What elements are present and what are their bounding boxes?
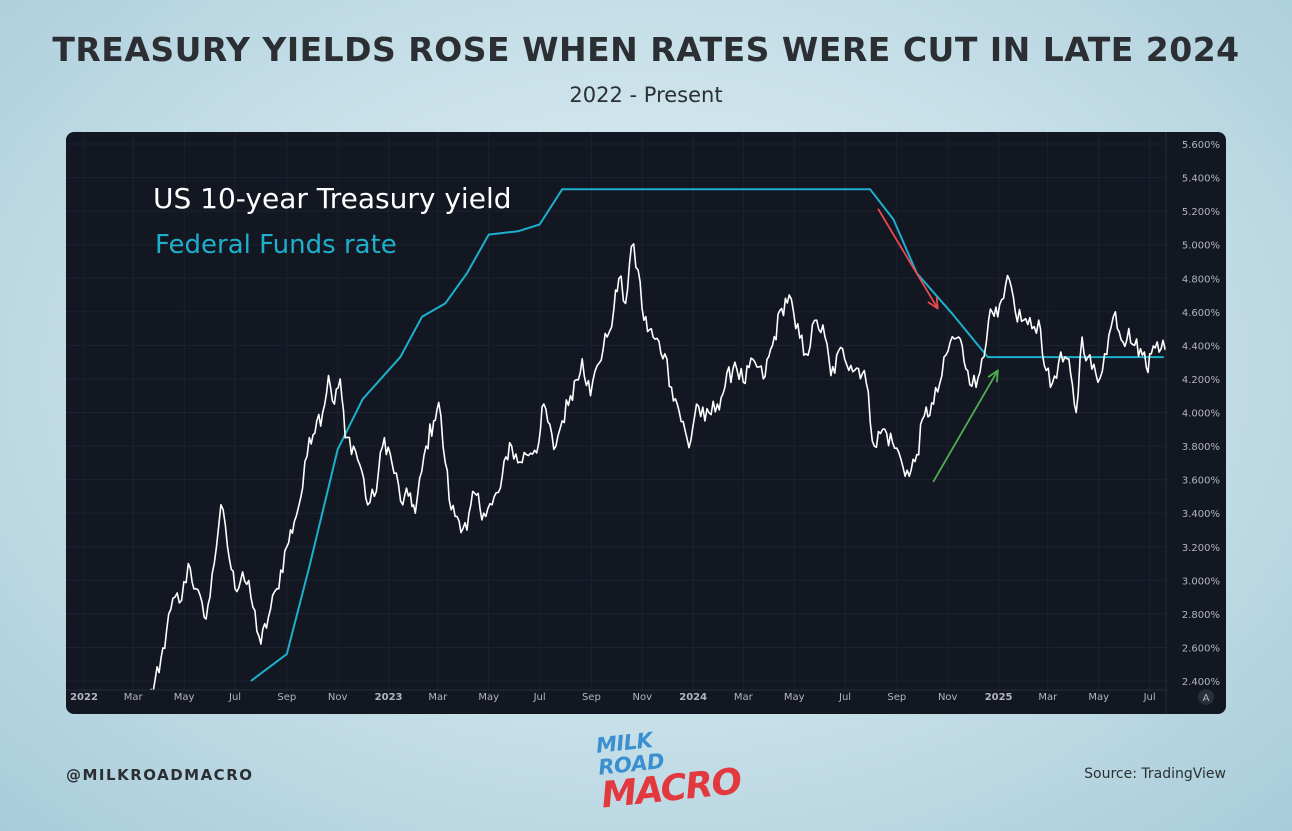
y-tick-label: 5.600% bbox=[1182, 140, 1220, 151]
series-line-10y-yield bbox=[150, 243, 1166, 690]
y-tick-label: 3.200% bbox=[1182, 543, 1220, 554]
y-tick-label: 4.600% bbox=[1182, 308, 1220, 319]
x-tick-label: 2023 bbox=[375, 692, 403, 703]
up-arrow-head bbox=[987, 369, 999, 383]
chart-subtitle: 2022 - Present bbox=[569, 83, 723, 107]
x-tick-label: Jul bbox=[1143, 692, 1156, 703]
x-tick-label: Sep bbox=[277, 692, 296, 703]
series-line-fed-funds bbox=[250, 188, 1164, 682]
x-tick-label: 2024 bbox=[679, 692, 707, 703]
x-tick-label: Nov bbox=[328, 692, 348, 703]
x-tick-label: Mar bbox=[734, 692, 754, 703]
x-tick-label: Nov bbox=[938, 692, 958, 703]
y-tick-label: 5.400% bbox=[1182, 174, 1220, 185]
y-tick-label: 4.200% bbox=[1182, 375, 1220, 386]
down-arrow bbox=[877, 208, 939, 310]
x-tick-label: May bbox=[1088, 692, 1109, 703]
series-layer bbox=[150, 188, 1166, 690]
x-tick-label: Jul bbox=[838, 692, 851, 703]
handle-label: @MILKROADMACRO bbox=[66, 766, 254, 784]
y-tick-label: 3.000% bbox=[1182, 576, 1220, 587]
autoscale-button-label: A bbox=[1203, 693, 1210, 704]
annotation-layer bbox=[877, 208, 999, 483]
y-tick-label: 5.200% bbox=[1182, 207, 1220, 218]
x-tick-label: Mar bbox=[124, 692, 144, 703]
down-arrow-head bbox=[927, 296, 939, 310]
y-tick-label: 5.000% bbox=[1182, 241, 1220, 252]
chart-grid bbox=[66, 132, 1166, 690]
x-tick-label: Mar bbox=[428, 692, 448, 703]
autoscale-button[interactable]: A bbox=[1198, 689, 1214, 705]
y-tick-label: 3.400% bbox=[1182, 509, 1220, 520]
y-tick-label: 3.600% bbox=[1182, 476, 1220, 487]
legend-fed-funds-label: Federal Funds rate bbox=[155, 230, 397, 260]
y-tick-label: 4.400% bbox=[1182, 341, 1220, 352]
legend: US 10-year Treasury yield Federal Funds … bbox=[153, 182, 512, 260]
y-tick-label: 4.800% bbox=[1182, 274, 1220, 285]
x-tick-label: Sep bbox=[887, 692, 906, 703]
y-tick-label: 2.400% bbox=[1182, 677, 1220, 688]
x-tick-label: Jul bbox=[533, 692, 546, 703]
y-tick-label: 2.800% bbox=[1182, 610, 1220, 621]
x-tick-label: 2022 bbox=[70, 692, 98, 703]
chart-title: TREASURY YIELDS ROSE WHEN RATES WERE CUT… bbox=[52, 30, 1240, 69]
up-arrow bbox=[932, 369, 999, 483]
x-tick-label: May bbox=[174, 692, 195, 703]
y-tick-label: 4.000% bbox=[1182, 409, 1220, 420]
y-tick-label: 3.800% bbox=[1182, 442, 1220, 453]
axis-layer: 5.600% 5.400% 5.200% 5.000% 4.800% 4.600% 4.40… bbox=[66, 132, 1220, 714]
x-tick-label: Jul bbox=[228, 692, 241, 703]
legend-yield-label: US 10-year Treasury yield bbox=[153, 182, 512, 215]
yield-chart: 5.600% 5.400% 5.200% 5.000% 4.800% 4.600% 4.40… bbox=[66, 132, 1220, 714]
x-tick-label: Sep bbox=[582, 692, 601, 703]
source-label: Source: TradingView bbox=[1084, 766, 1226, 782]
milk-road-macro-logo: MILK ROAD MACRO bbox=[595, 724, 743, 817]
y-tick-label: 2.600% bbox=[1182, 643, 1220, 654]
x-tick-label: Mar bbox=[1038, 692, 1058, 703]
x-tick-label: May bbox=[478, 692, 499, 703]
x-tick-label: Nov bbox=[633, 692, 653, 703]
chart-panel: 5.600% 5.400% 5.200% 5.000% 4.800% 4.600% 4.40… bbox=[66, 132, 1226, 714]
x-tick-label: 2025 bbox=[985, 692, 1013, 703]
logo-bottom-text: MACRO bbox=[599, 761, 743, 817]
x-tick-label: May bbox=[784, 692, 805, 703]
